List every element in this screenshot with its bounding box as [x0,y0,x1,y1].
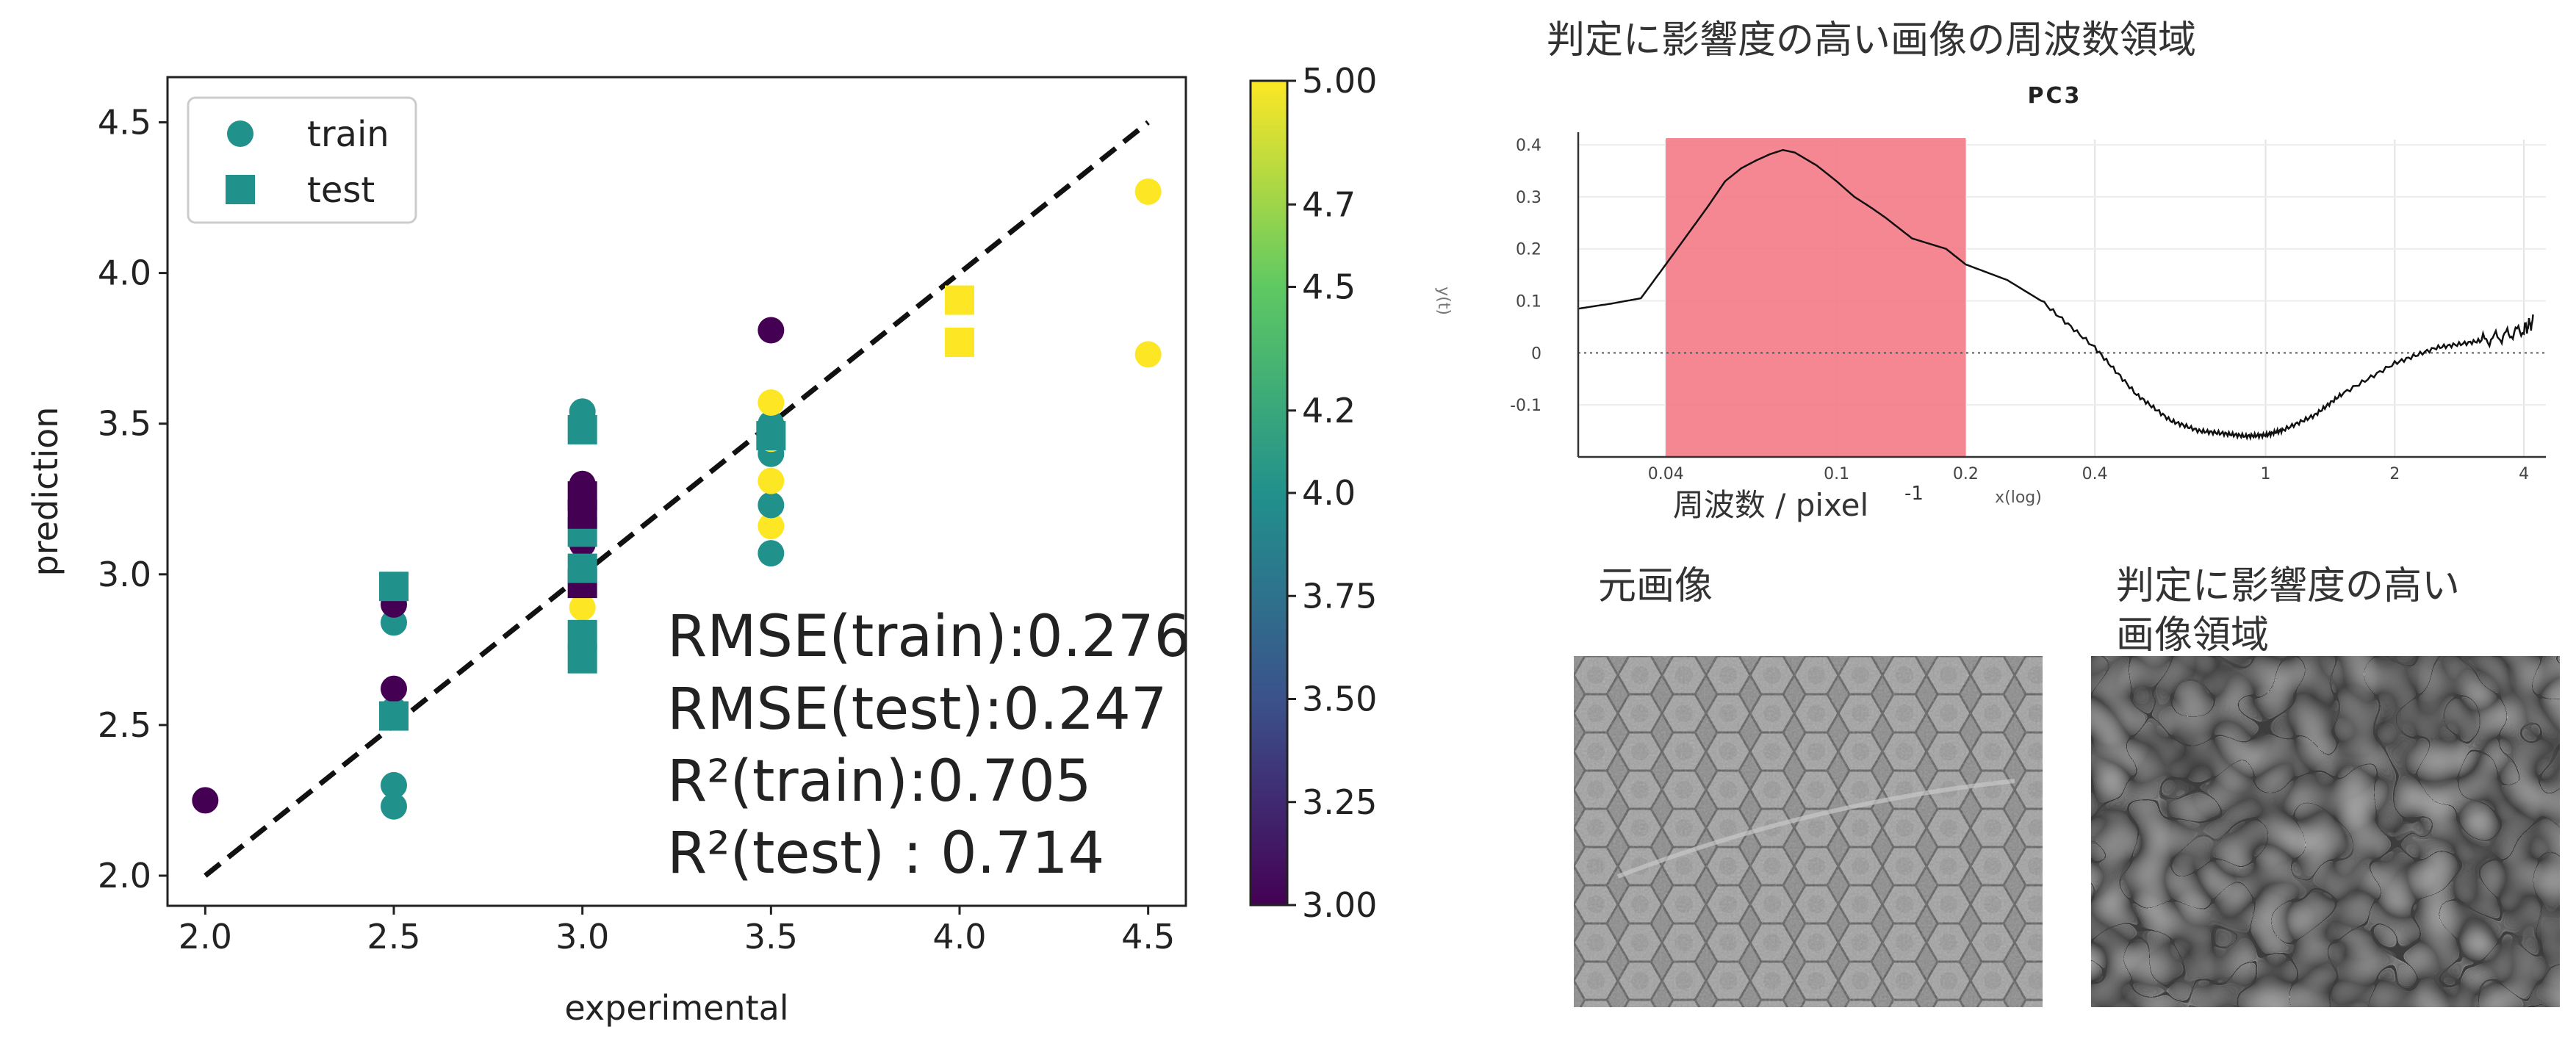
train-point [381,771,407,799]
train-point [381,793,407,820]
y-axis-label: prediction [26,407,65,577]
colorbar-tick-label: 4.7 [1302,184,1356,224]
spectrum-y-tick-label: 0.1 [1516,293,1541,311]
spectrum-y-tick-label: 0.4 [1516,137,1541,155]
x-tick-label: 3.0 [555,917,609,956]
spectrum-x-tick-label: 1 [2261,465,2271,483]
colorbar-tick-label: 3.50 [1302,680,1377,719]
train-point [758,540,785,567]
highlight-region [1666,138,1966,457]
train-point [381,609,407,636]
spectrum-x-axis-label: 周波数 / pixel [1673,487,1868,523]
y-tick-label: 3.0 [98,555,151,594]
plot-frame [166,76,1187,907]
identity-line [204,120,1150,878]
spectrum-y-tick-label: 0.3 [1516,189,1541,207]
metric-annotation: R²(train):0.705 [667,749,1091,815]
spectrum-y-tick-label: 0.2 [1516,241,1541,259]
x-tick-label: 2.5 [367,917,420,956]
test-point [379,572,409,602]
legend: train test [187,96,417,224]
colorbar-tick-label: 4.5 [1302,267,1356,307]
spectrum-curve [1577,148,2534,442]
colorbar-tick-label: 3.75 [1302,576,1377,616]
spectrum-x-axis-label-sup: -1 [1904,483,1924,505]
metric-annotation: RMSE(test):0.247 [667,677,1168,743]
spectrum-y-axis-label: y(t) [1434,287,1453,315]
colorbar [1249,79,1289,907]
legend-test-label: test [307,170,375,211]
train-point [758,317,785,344]
colorbar-tick-label: 3.00 [1302,885,1377,925]
test-point [945,327,974,357]
colorbar-tick-label: 4.0 [1302,473,1356,513]
test-point [756,421,786,451]
colorbar-tick-label: 3.25 [1302,782,1377,822]
x-axis-label: experimental [564,988,788,1028]
original-image-label: 元画像 [1598,564,1713,608]
train-point [192,787,219,814]
legend-test-marker [226,175,255,204]
test-point [567,619,597,649]
spectrum-x-tick-label: 2 [2389,465,2400,483]
spectrum-heading: 判定に影響度の高い画像の周波数領域 [1547,18,2197,62]
y-tick-label: 4.5 [98,103,151,143]
train-point [1134,341,1162,368]
x-tick-label: 3.5 [744,917,798,956]
scatter-chart: 2.0 2.5 3.0 3.5 4.0 4.5 2.0 2.5 3.0 3.5 4.0 4.5 expe… [26,61,1377,1028]
x-tick-label: 4.0 [932,917,986,956]
spectrum-x-tick-label: 0.4 [2082,465,2108,483]
train-point [758,389,785,416]
spectrum-x-tick-label: 0.2 [1953,465,1979,483]
legend-train-marker [227,120,253,147]
train-point [758,513,785,540]
spectrum-title: PC3 [2028,83,2082,109]
train-point [569,594,596,621]
test-point [945,285,974,315]
metric-annotation: RMSE(train):0.276 [667,604,1190,670]
test-point [567,414,597,444]
colorbar-tick-label: 5.00 [1302,61,1377,101]
original-image [1574,656,2043,1007]
y-tick-label: 4.0 [98,253,151,293]
test-point [567,553,597,583]
x-tick-label: 4.5 [1121,917,1175,956]
y-tick-label: 2.0 [98,856,151,896]
x-tick-label: 2.0 [179,917,232,956]
highlight-image-label-line2: 画像領域 [2116,613,2270,658]
y-tick-label: 3.5 [98,404,151,444]
colorbar-tick-label: 4.2 [1302,391,1356,430]
highlight-image-label-line1: 判定に影響度の高い [2116,564,2461,608]
y-tick-label: 2.5 [98,705,151,745]
train-point [758,491,785,519]
spectrum-x-tick-label: 0.04 [1648,465,1684,483]
test-point [379,701,409,731]
train-point [1134,178,1162,205]
test-point [567,481,597,511]
spectrum-y-tick-label: -0.1 [1510,397,1541,415]
spectrum-chart: PC3 0.4 0.3 0.2 0.1 0 -0.1 0.04 0.1 0.2 0.4 1 2 4 y(t)… [1434,83,2546,523]
spectrum-y-tick-label: 0 [1531,345,1541,363]
metric-annotation: R²(test) : 0.714 [667,821,1104,887]
spectrum-x-tick-label: 4 [2519,465,2529,483]
spectrum-x-axis-scale-note: x(log) [1995,489,2042,507]
highlight-image [2091,656,2560,1007]
spectrum-x-tick-label: 0.1 [1824,465,1849,483]
train-point [381,675,407,702]
train-point [758,467,785,494]
legend-train-label: train [307,114,389,155]
